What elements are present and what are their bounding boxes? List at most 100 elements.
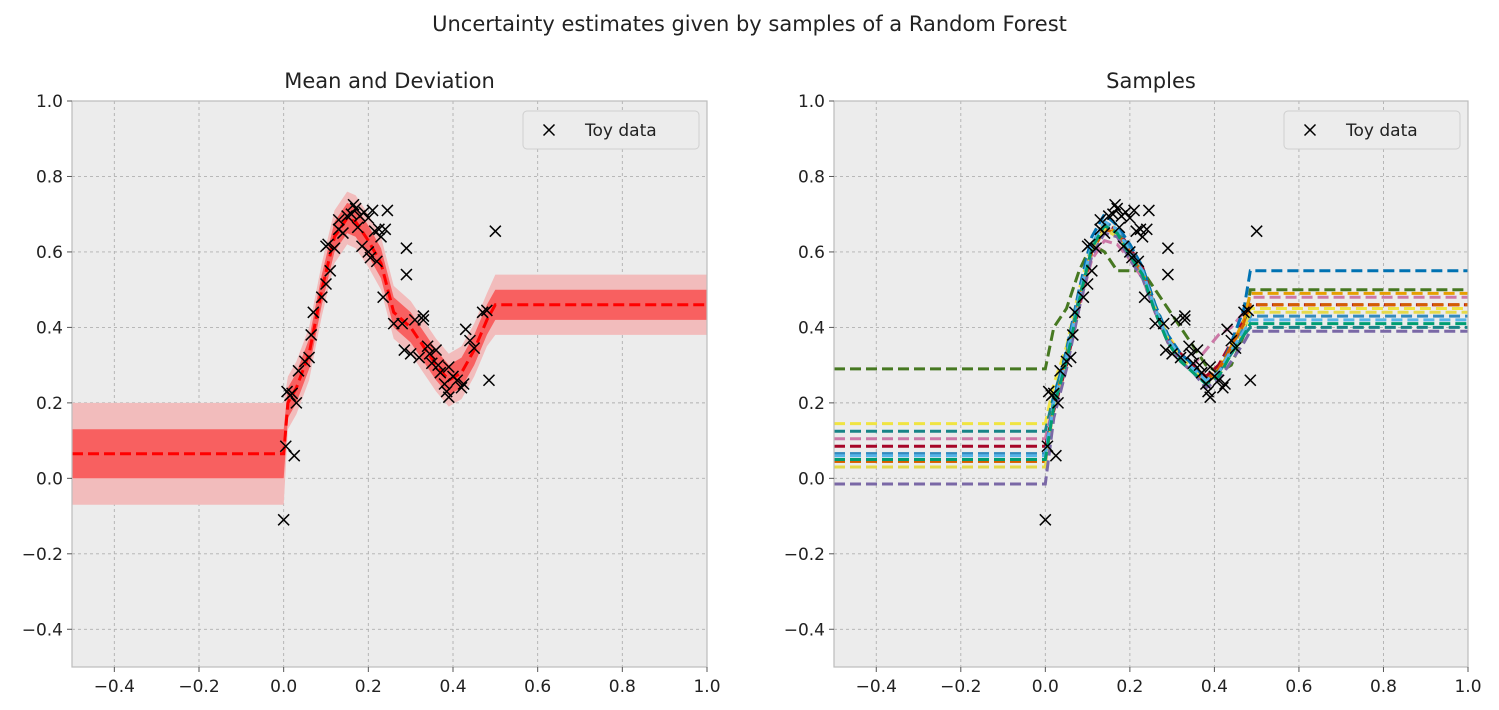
toy-data-point <box>290 396 303 409</box>
toy-data-point <box>1077 291 1090 304</box>
toy-data-point <box>366 204 379 217</box>
toy-data-point <box>1149 317 1162 330</box>
x-tick-label: 0.6 <box>524 677 551 697</box>
toy-data-point <box>1178 310 1191 323</box>
toy-data-point <box>404 347 417 360</box>
toy-data-point <box>1183 340 1196 353</box>
toy-data-point <box>1125 251 1139 264</box>
legend: Toy data <box>1283 110 1461 150</box>
toy-data-point <box>349 202 362 215</box>
toy-data-point <box>1051 396 1065 409</box>
toy-data-point <box>400 242 413 255</box>
x-tick-label: 0.6 <box>1285 677 1312 697</box>
toy-data-point <box>377 291 390 304</box>
toy-data-point <box>413 351 426 364</box>
mean-and-deviation-chart: −0.4 −0.2 0.0 0.2 0.4 0.6 0.8 1.0 −0.4 −0.2 0.0 0.2… <box>22 69 721 697</box>
toy-data-point <box>381 204 394 217</box>
legend-entry-toy-data: Toy data <box>1345 121 1418 141</box>
toy-data-point <box>1159 344 1172 357</box>
toy-data-point <box>1170 313 1183 326</box>
toy-data-point <box>1085 264 1098 277</box>
plot-area <box>72 101 707 667</box>
y-tick-label: −0.2 <box>784 545 825 565</box>
toy-data-point <box>332 213 345 226</box>
toy-data-point <box>398 344 411 357</box>
toy-data-point <box>1066 328 1079 341</box>
y-tick-label: 1.0 <box>36 92 63 112</box>
toy-data-point <box>1039 513 1052 526</box>
y-tick-label: 0.8 <box>798 167 825 187</box>
toy-data-point <box>1090 242 1103 255</box>
toy-data-point <box>1047 387 1060 400</box>
toy-data-point <box>468 342 481 355</box>
toy-data-point <box>1216 381 1229 394</box>
toy-data-point <box>421 340 434 353</box>
toy-data-point <box>1111 202 1124 215</box>
toy-data-point <box>432 359 445 372</box>
toy-data-point <box>1212 374 1225 387</box>
toy-data-point <box>423 347 436 360</box>
x-tick-label: −0.2 <box>178 677 219 697</box>
toy-data-point <box>1244 374 1257 387</box>
toy-data-point <box>1161 268 1174 281</box>
legend: Toy data <box>522 110 700 150</box>
toy-data-point <box>1128 204 1141 217</box>
toy-data-point <box>1157 317 1170 330</box>
toy-data-point <box>364 251 377 264</box>
plot-content <box>834 198 1468 526</box>
toy-data-point <box>482 374 496 387</box>
toy-data-point <box>303 351 316 364</box>
toy-data-point <box>1142 204 1155 217</box>
tick-labels: −0.4 −0.2 0.0 0.2 0.4 0.6 0.8 1.0 −0.4 −0.2 0.0 0.2… <box>784 92 1482 697</box>
toy-data-point <box>1303 123 1317 137</box>
x-tick-label: 1.0 <box>693 677 720 697</box>
tick-labels: −0.4 −0.2 0.0 0.2 0.4 0.6 0.8 1.0 −0.4 −0.2 0.0 0.2… <box>22 92 721 697</box>
toy-data-point <box>370 255 383 268</box>
toy-data-point <box>430 344 443 357</box>
x-tick-label: 0.4 <box>439 677 466 697</box>
samples-chart: −0.4 −0.2 0.0 0.2 0.4 0.6 0.8 1.0 −0.4 −0.2 0.0 0.2… <box>784 69 1482 697</box>
toy-data-point <box>459 323 472 336</box>
toy-data-point <box>457 377 470 391</box>
x-tick-label: −0.4 <box>856 677 897 697</box>
two-sd-band <box>72 191 707 505</box>
legend-frame <box>1283 110 1461 150</box>
toy-data-point <box>328 242 341 255</box>
toy-data-point <box>1185 347 1198 360</box>
toy-data-point <box>375 230 388 243</box>
legend-entry-toy-data: Toy data <box>584 121 657 141</box>
toy-data-point <box>455 381 468 394</box>
toy-data-point <box>400 268 413 281</box>
toy-data-point <box>476 306 489 319</box>
toy-data-point <box>542 123 556 137</box>
mean-line <box>72 216 707 456</box>
toy-data-point <box>351 221 364 234</box>
y-tick-label: 0.8 <box>36 167 63 187</box>
sample-line-1 <box>834 242 1468 375</box>
x-tick-label: 0.2 <box>1116 677 1143 697</box>
toy-data-series <box>277 198 502 526</box>
toy-data-point <box>396 317 409 330</box>
y-tick-label: 0.2 <box>36 394 63 414</box>
axes-frame <box>833 100 1469 668</box>
toy-data-point <box>315 291 328 304</box>
toy-data-point <box>1195 366 1208 379</box>
toy-data-point <box>336 227 349 240</box>
toy-data-point <box>1178 313 1191 326</box>
y-tick-label: 0.0 <box>798 469 825 489</box>
toy-data-point <box>1237 306 1251 319</box>
toy-data-point <box>1204 360 1217 374</box>
toy-data-point <box>1250 225 1263 238</box>
toy-data-point <box>1138 291 1151 304</box>
toy-data-point <box>305 328 318 341</box>
x-tick-label: 0.8 <box>1370 677 1397 697</box>
toy-data-point <box>1064 351 1077 364</box>
toy-data-point <box>451 374 464 387</box>
plot-content <box>72 191 707 526</box>
toy-data-point <box>322 238 335 251</box>
toy-data-point <box>463 334 476 347</box>
toy-data-point <box>1221 323 1234 336</box>
y-tick-label: 0.6 <box>798 243 825 263</box>
toy-data-point <box>1109 198 1122 211</box>
x-tick-label: 0.0 <box>270 677 297 697</box>
